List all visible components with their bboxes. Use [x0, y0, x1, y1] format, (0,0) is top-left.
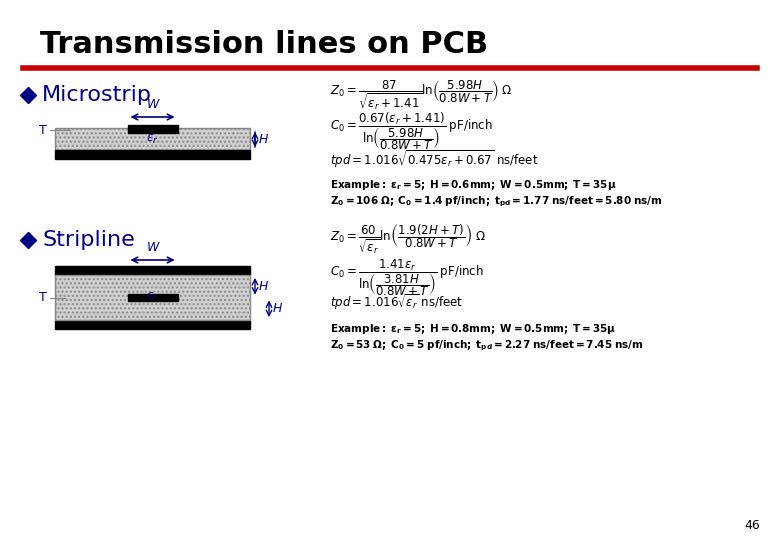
Text: $C_0 = \dfrac{0.67(\varepsilon_r+1.41)}{\ln\!\left(\dfrac{5.98H}{0.8W+T}\right)}: $C_0 = \dfrac{0.67(\varepsilon_r+1.41)}{… [330, 110, 493, 152]
Text: $\mathbf{Z_0=53\;\Omega;\;C_0=5\;pf/inch;\;t_{pd}=2.27\;ns/feet=7.45\;ns/m}$: $\mathbf{Z_0=53\;\Omega;\;C_0=5\;pf/inch… [330, 339, 644, 353]
Text: 46: 46 [744, 519, 760, 532]
Text: $tpd = 1.016\sqrt{0.475\varepsilon_r+0.67}\;\mathrm{ns/feet}$: $tpd = 1.016\sqrt{0.475\varepsilon_r+0.6… [330, 148, 539, 170]
Text: $tpd = 1.016\sqrt{\varepsilon_r}\;\mathrm{ns/feet}$: $tpd = 1.016\sqrt{\varepsilon_r}\;\mathr… [330, 292, 463, 312]
Bar [55, 150, 250, 159]
Text: $Z_0 = \dfrac{60}{\sqrt{\varepsilon_r}}\ln\!\left(\dfrac{1.9(2H+T)}{0.8W+T}\righ: $Z_0 = \dfrac{60}{\sqrt{\varepsilon_r}}\… [330, 222, 486, 255]
Text: T: T [39, 124, 47, 137]
Bar [55, 320, 250, 329]
Text: $C_0 = \dfrac{1.41\varepsilon_r}{\ln\!\left(\dfrac{3.81H}{0.8W+T}\right)}\;\math: $C_0 = \dfrac{1.41\varepsilon_r}{\ln\!\l… [330, 257, 484, 298]
Text: Stripline: Stripline [42, 230, 135, 250]
Text: $\varepsilon_r$: $\varepsilon_r$ [146, 132, 159, 146]
Text: H: H [259, 280, 268, 293]
Text: W: W [147, 98, 158, 111]
Text: H: H [273, 302, 282, 315]
Text: $\mathbf{Z_0=106\;\Omega;\;C_0=1.4\;pf/inch;\;t_{pd}=1.77\;ns/feet=5.80\;ns/m}$: $\mathbf{Z_0=106\;\Omega;\;C_0=1.4\;pf/i… [330, 195, 662, 210]
Bar [55, 128, 250, 150]
Text: Microstrip: Microstrip [42, 85, 152, 105]
Text: Transmission lines on PCB: Transmission lines on PCB [40, 30, 488, 59]
Text: T: T [39, 291, 47, 304]
Text: $Z_0 = \dfrac{87}{\sqrt{\varepsilon_r+1.41}}\ln\!\left(\dfrac{5.98H}{0.8W+T}\rig: $Z_0 = \dfrac{87}{\sqrt{\varepsilon_r+1.… [330, 78, 512, 112]
Text: $\varepsilon_r$: $\varepsilon_r$ [146, 291, 159, 304]
Bar [127, 125, 178, 133]
Bar [55, 266, 250, 275]
Bar [127, 294, 178, 301]
Text: W: W [147, 241, 158, 254]
Bar [55, 275, 250, 320]
Text: $\mathbf{Example:\;\varepsilon_r=5;\;H=0.8mm;\;W=0.5mm;\;T=35\mu}$: $\mathbf{Example:\;\varepsilon_r=5;\;H=0… [330, 322, 616, 336]
Text: H: H [259, 133, 268, 146]
Text: $\mathbf{Example:\;\varepsilon_r=5;\;H=0.6mm;\;W=0.5mm;\;T=35\mu}$: $\mathbf{Example:\;\varepsilon_r=5;\;H=0… [330, 178, 616, 192]
